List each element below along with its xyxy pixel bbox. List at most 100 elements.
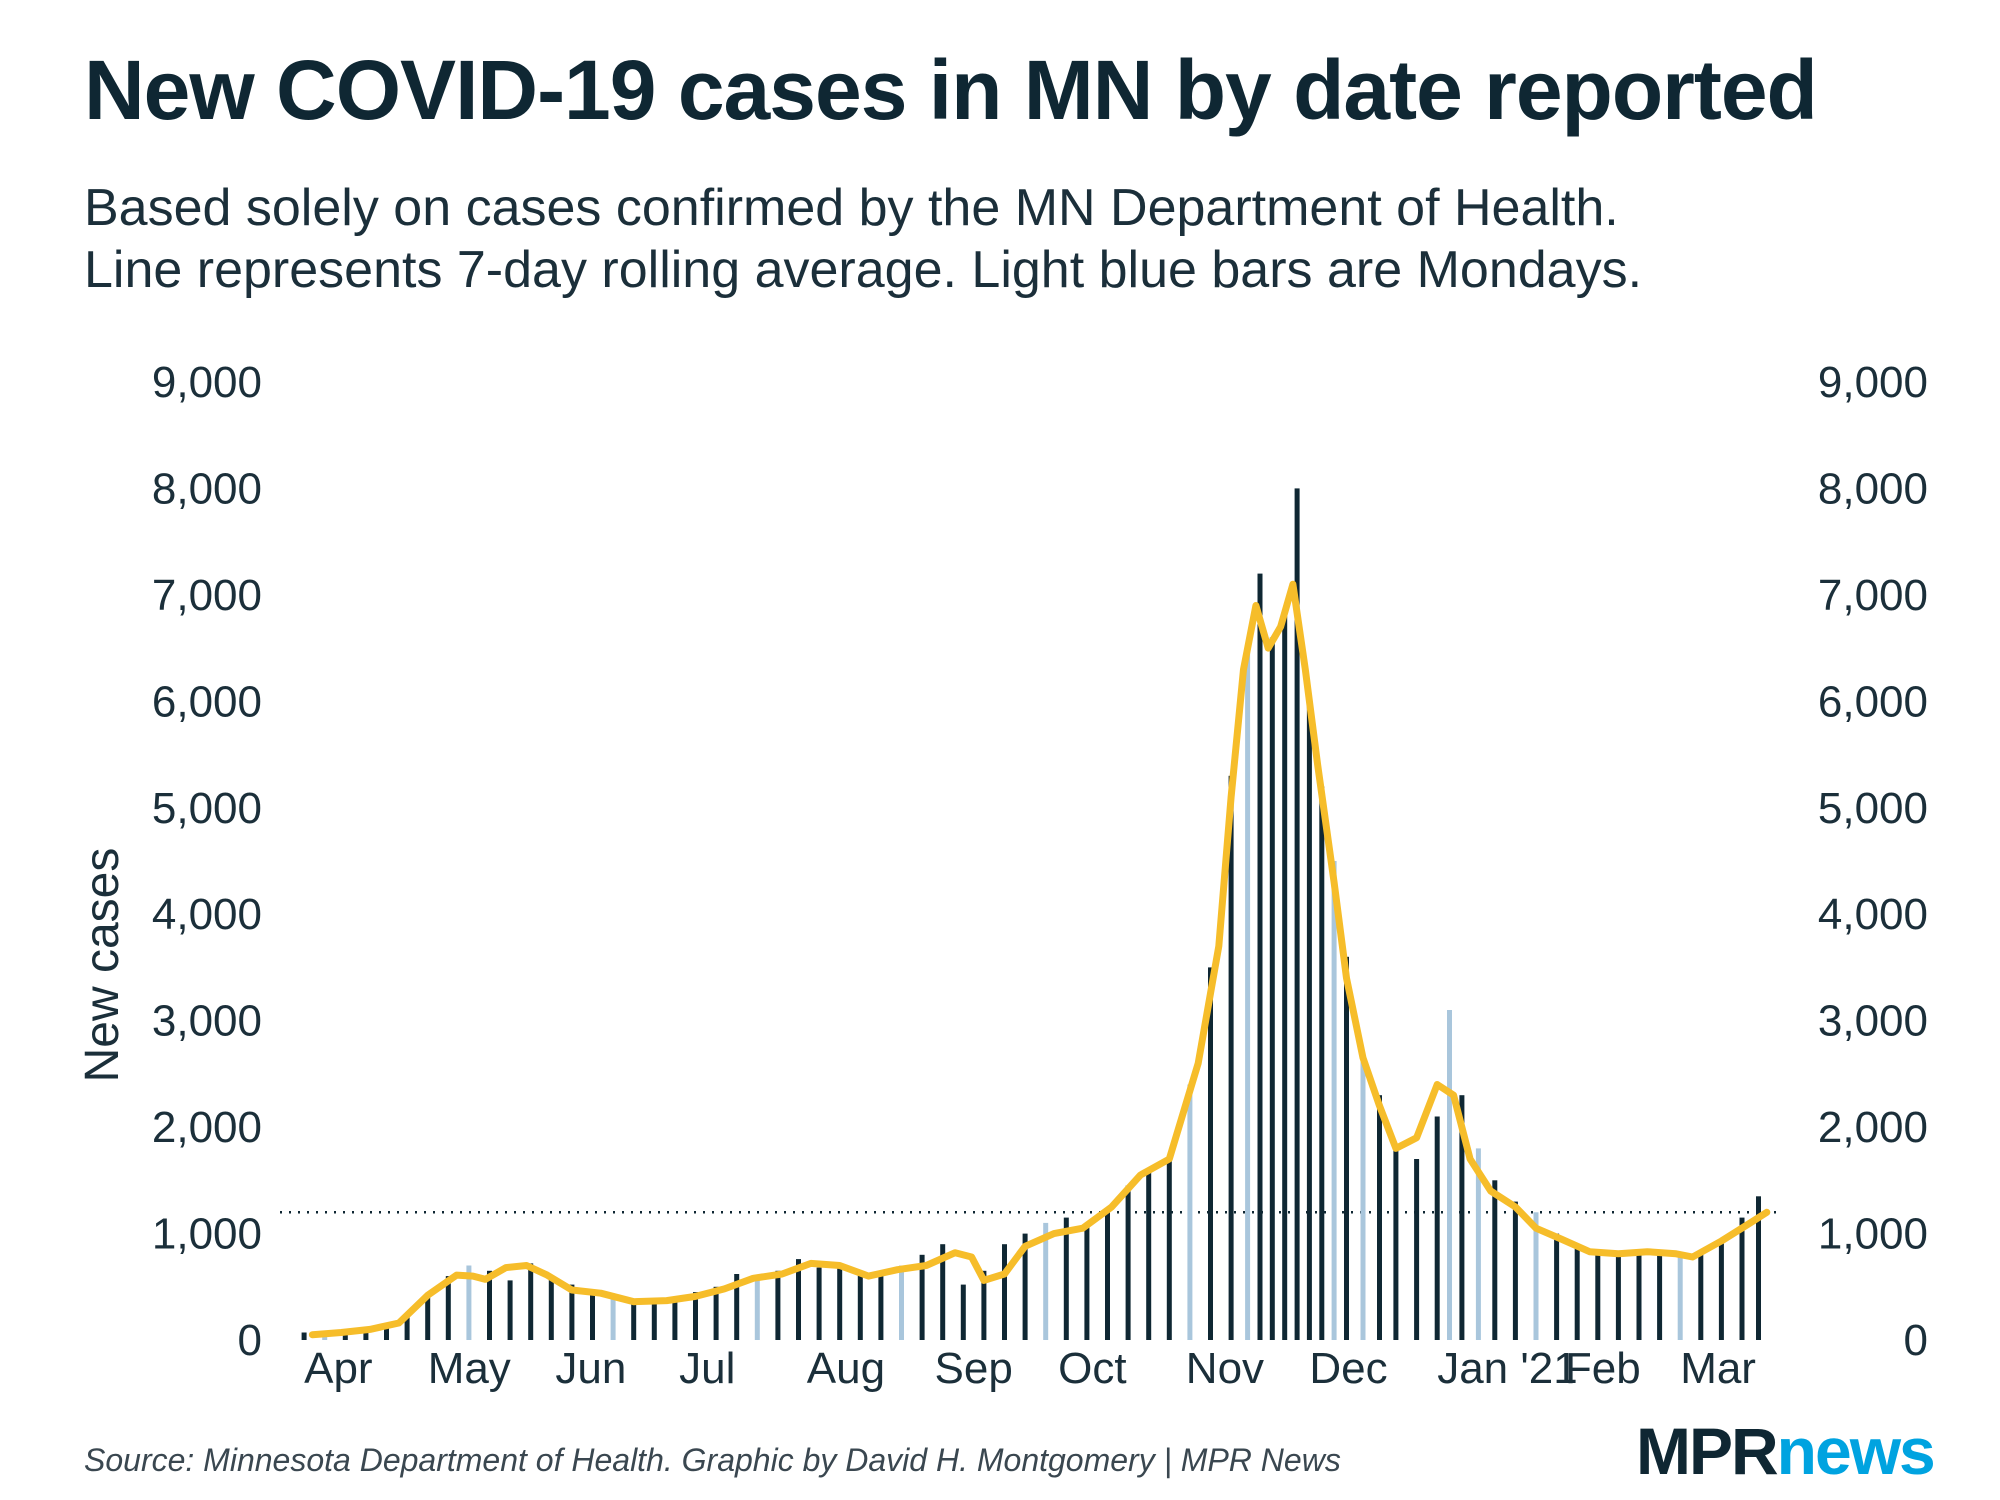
chart-subtitle-line-2: Line represents 7-day rolling average. L… (84, 241, 1643, 299)
y-tick-left-7000: 7,000 (152, 571, 262, 620)
bar-2020-07-20 (754, 1276, 760, 1340)
y-tick-left-1000: 1,000 (152, 1210, 262, 1259)
bar-2021-02-09 (1595, 1249, 1601, 1340)
bar-2020-10-03 (1063, 1217, 1069, 1340)
bar-2021-01-11 (1475, 1148, 1481, 1340)
y-tick-right-2000: 2,000 (1818, 1103, 1928, 1152)
bar-2020-12-10 (1344, 956, 1349, 1340)
bar-2020-09-18 (1002, 1244, 1007, 1340)
bar-2020-09-28 (1043, 1222, 1049, 1340)
bar-2021-03-01 (1677, 1254, 1683, 1340)
y-tick-right-1000: 1,000 (1818, 1210, 1928, 1259)
bar-2021-01-20 (1512, 1201, 1518, 1340)
y-axis-right: 0 1,000 2,000 3,000 4,000 5,000 6,000 7,000 8,00… (1818, 358, 1928, 1365)
bar-2020-08-19 (878, 1276, 884, 1340)
bar-2021-03-11 (1718, 1238, 1724, 1340)
y-tick-right-4000: 4,000 (1818, 890, 1928, 939)
x-tick-2020-04: Apr (304, 1344, 372, 1393)
bar-2020-07-25 (775, 1270, 781, 1340)
bar-2020-05-11 (466, 1265, 472, 1340)
mpr-news-logo: MPRnews (1636, 1418, 1936, 1484)
x-tick-2020-11: Nov (1186, 1344, 1264, 1393)
bar-2020-10-13 (1105, 1212, 1110, 1340)
y-tick-right-7000: 7,000 (1818, 571, 1928, 620)
bar-2020-10-18 (1125, 1185, 1131, 1340)
bar-2020-08-24 (899, 1265, 904, 1340)
x-tick-2020-06: Jun (555, 1344, 626, 1393)
bar-2020-09-13 (981, 1270, 987, 1340)
bar-2020-04-21 (384, 1325, 389, 1340)
chart-subtitle-line-1: Based solely on cases confirmed by the M… (84, 179, 1619, 237)
bar-2020-07-15 (734, 1274, 740, 1340)
bar-2020-05-16 (487, 1270, 492, 1340)
y-tick-left-4000: 4,000 (152, 890, 262, 939)
bar-2020-05-21 (507, 1280, 513, 1340)
y-tick-left-9000: 9,000 (152, 358, 262, 407)
bar-2021-02-04 (1574, 1244, 1580, 1340)
bars-group (301, 488, 1761, 1340)
source-note: Source: Minnesota Department of Health. … (84, 1442, 1341, 1478)
y-tick-left-5000: 5,000 (152, 784, 262, 833)
bar-2020-11-28 (1294, 488, 1300, 1340)
y-tick-left-8000: 8,000 (152, 464, 262, 513)
y-tick-right-8000: 8,000 (1818, 464, 1928, 513)
x-tick-2020-08: Aug (807, 1344, 885, 1393)
bar-2020-12-14 (1360, 1052, 1366, 1340)
bar-2020-12-07 (1331, 861, 1337, 1340)
rolling-average-group (308, 580, 1771, 1339)
bar-2020-12-18 (1377, 1095, 1382, 1340)
bar-2020-06-30 (672, 1297, 678, 1340)
rolling-average-line (308, 580, 1771, 1339)
y-tick-right-3000: 3,000 (1818, 997, 1928, 1046)
bar-2020-11-19 (1257, 573, 1263, 1340)
bar-2020-12-01 (1306, 701, 1312, 1340)
bar-2020-08-09 (837, 1263, 843, 1340)
bar-2020-10-23 (1146, 1169, 1152, 1340)
bar-2020-11-12 (1228, 775, 1234, 1340)
bar-2020-08-29 (919, 1254, 925, 1340)
bar-2021-02-24 (1657, 1249, 1663, 1340)
bar-2020-05-26 (528, 1263, 534, 1340)
bar-2020-09-08 (960, 1284, 966, 1340)
bar-2020-12-04 (1319, 786, 1325, 1340)
cases-chart: 0 1,000 2,000 3,000 4,000 5,000 6,000 7,000 8,00… (76, 358, 1928, 1393)
logo-part-mpr: MPR (1636, 1414, 1779, 1488)
x-tick-2021-02: Feb (1565, 1344, 1641, 1393)
bar-2020-06-15 (610, 1294, 616, 1340)
bar-2021-03-16 (1739, 1217, 1745, 1340)
y-tick-left-6000: 6,000 (152, 677, 262, 726)
bar-2021-01-04 (1447, 1010, 1452, 1340)
x-tick-2020-07: Jul (679, 1344, 735, 1393)
bar-2020-05-31 (548, 1276, 554, 1340)
bar-2020-04-16 (363, 1327, 369, 1340)
bar-2020-12-22 (1393, 1148, 1399, 1340)
bar-2021-03-06 (1698, 1252, 1704, 1340)
bar-2020-07-30 (796, 1259, 801, 1340)
bar-2020-05-06 (445, 1276, 451, 1340)
x-tick-2021-01: Jan '21 (1437, 1344, 1578, 1393)
bar-2020-08-04 (816, 1267, 822, 1340)
bar-2020-11-25 (1282, 616, 1288, 1340)
bar-2020-06-10 (590, 1294, 595, 1340)
x-tick-2020-05: May (428, 1344, 511, 1393)
logo-part-news: news (1776, 1414, 1936, 1488)
bar-2020-04-01 (301, 1332, 307, 1340)
x-tick-2020-10: Oct (1058, 1344, 1126, 1393)
bar-2020-06-25 (651, 1302, 657, 1340)
bar-2020-11-16 (1245, 648, 1251, 1340)
y-tick-right-9000: 9,000 (1818, 358, 1928, 407)
chart-title: New COVID-19 cases in MN by date reporte… (84, 43, 1818, 137)
bar-2020-12-27 (1414, 1159, 1420, 1340)
bar-2021-02-14 (1615, 1254, 1621, 1340)
bar-2020-11-02 (1187, 1084, 1193, 1340)
x-tick-2020-12: Dec (1309, 1344, 1387, 1393)
bar-2021-01-25 (1533, 1212, 1539, 1340)
y-tick-right-5000: 5,000 (1818, 784, 1928, 833)
bar-2020-10-08 (1084, 1222, 1090, 1340)
bar-2020-10-28 (1166, 1159, 1172, 1340)
bar-2020-11-07 (1208, 967, 1213, 1340)
bar-2020-09-23 (1022, 1233, 1028, 1340)
bar-2020-05-01 (425, 1297, 431, 1340)
bar-2020-09-03 (940, 1244, 946, 1340)
